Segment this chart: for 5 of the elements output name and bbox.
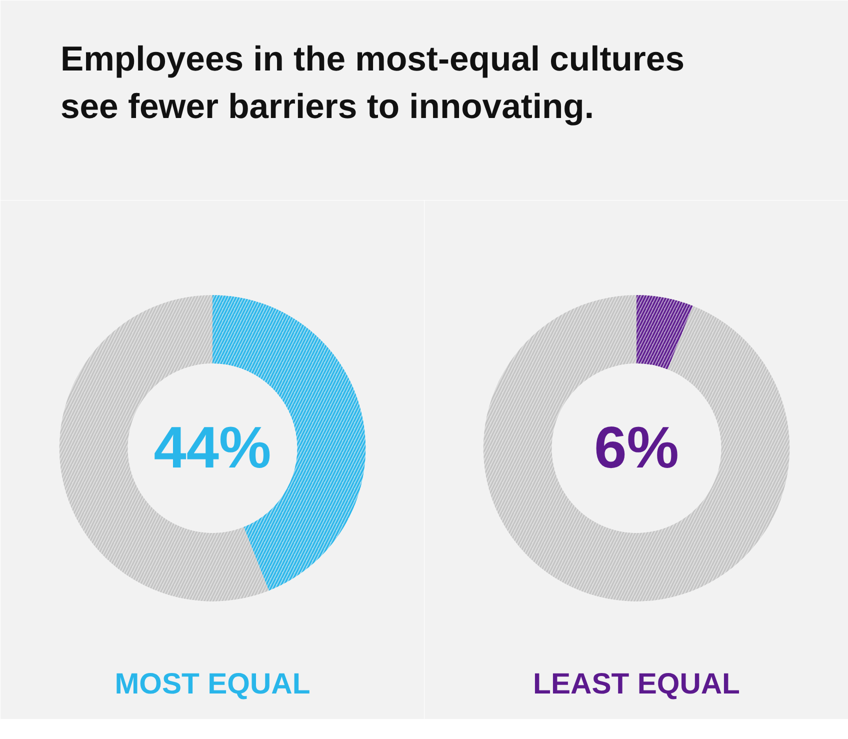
text: 6% — [594, 416, 679, 481]
chart-title: Employees in the most-equal cultures see fewer barriers to innovating. — [60, 40, 684, 126]
text: MOST EQUAL — [114, 668, 310, 701]
text: 44% — [154, 416, 272, 481]
text: LEAST EQUAL — [533, 668, 740, 701]
